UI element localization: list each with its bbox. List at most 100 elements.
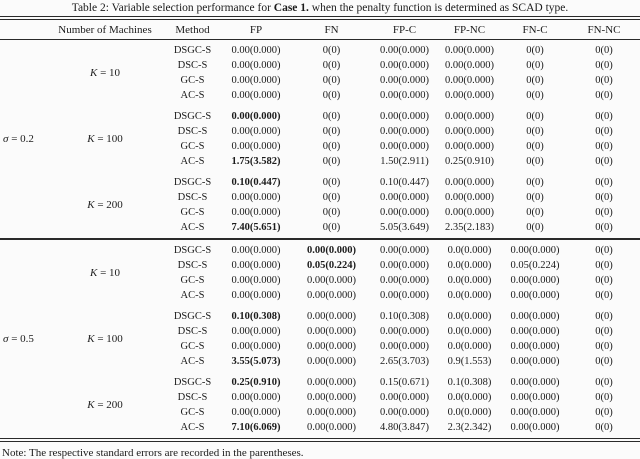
value-cell-fn-c: 0.00(0.000) bbox=[510, 310, 560, 322]
table-row: AC-S 1.75(3.582) 0(0) 1.50(2.911) 0.25(0.910… bbox=[0, 154, 640, 169]
value-cell-fn-nc: 0(0) bbox=[595, 406, 613, 418]
value-cell-fp-nc: 0.00(0.000) bbox=[445, 207, 494, 219]
method-cell: GC-S bbox=[180, 340, 205, 352]
value-cell-fp-c: 1.50(2.911) bbox=[380, 156, 429, 168]
sigma-spacer bbox=[0, 324, 46, 339]
value-cell-fn-c: 0(0) bbox=[526, 90, 544, 102]
value-cell-fn-nc: 0(0) bbox=[595, 192, 613, 204]
table-row: AC-S 7.40(5.651) 0(0) 5.05(3.649) 2.35(2.183… bbox=[0, 220, 640, 235]
value-cell-fn-nc: 0(0) bbox=[595, 244, 613, 256]
machine-block: K = 200 DSGC-S 0.25(0.910) 0.00(0.000) 0.15(… bbox=[0, 375, 640, 435]
table-row: GC-S 0.00(0.000) 0(0) 0.00(0.000) 0.00(0.000… bbox=[0, 73, 640, 88]
sigma-spacer bbox=[0, 309, 46, 324]
sigma-spacer bbox=[0, 420, 46, 435]
value-cell-fn: 0(0) bbox=[322, 75, 341, 87]
value-cell-fn: 0.00(0.000) bbox=[307, 325, 356, 337]
value-cell-fn-c: 0.00(0.000) bbox=[510, 421, 560, 433]
value-cell-fn-nc: 0(0) bbox=[595, 310, 613, 322]
value-cell-fp: 0.10(0.447) bbox=[231, 177, 281, 189]
value-cell-fp: 0.00(0.000) bbox=[231, 406, 281, 418]
value-cell-fn-nc: 0(0) bbox=[595, 60, 613, 72]
value-cell-fn-c: 0(0) bbox=[526, 75, 544, 87]
value-cell-fp-nc: 0.0(0.000) bbox=[447, 406, 492, 418]
value-cell-fp-c: 0.00(0.000) bbox=[380, 325, 429, 337]
table-row: GC-S 0.00(0.000) 0.00(0.000) 0.00(0.000) 0.0… bbox=[0, 339, 640, 354]
value-cell-fn: 0(0) bbox=[322, 207, 341, 219]
value-cell-fn-c: 0.00(0.000) bbox=[510, 406, 560, 418]
table-top-rule bbox=[0, 16, 640, 20]
value-cell-fp-c: 0.00(0.000) bbox=[380, 406, 429, 418]
table-bottom-rule bbox=[0, 437, 640, 442]
value-cell-fp: 0.00(0.000) bbox=[231, 90, 281, 102]
k-spacer bbox=[46, 309, 164, 324]
value-cell-fn: 0(0) bbox=[322, 111, 341, 123]
value-cell-fp: 1.75(3.582) bbox=[231, 156, 281, 168]
table-row: DSC-S 0.00(0.000) 0(0) 0.00(0.000) 0.00(0.00… bbox=[0, 58, 640, 73]
value-cell-fn-nc: 0(0) bbox=[595, 355, 613, 367]
table-row: AC-S 0.00(0.000) 0(0) 0.00(0.000) 0.00(0.000… bbox=[0, 88, 640, 103]
table-row: GC-S 0.00(0.000) 0(0) 0.00(0.000) 0.00(0.000… bbox=[0, 205, 640, 220]
value-cell-fn: 0(0) bbox=[322, 177, 341, 189]
value-cell-fn-nc: 0(0) bbox=[595, 90, 613, 102]
value-cell-fp-c: 0.00(0.000) bbox=[380, 126, 429, 138]
sigma-spacer bbox=[0, 375, 46, 390]
k-label: K = 100 bbox=[87, 133, 123, 146]
method-cell: AC-S bbox=[180, 156, 205, 168]
value-cell-fp-nc: 0.0(0.000) bbox=[447, 244, 492, 256]
value-cell-fn-c: 0(0) bbox=[526, 192, 544, 204]
value-cell-fp-nc: 0.0(0.000) bbox=[447, 289, 492, 301]
value-cell-fp: 0.00(0.000) bbox=[231, 340, 281, 352]
value-cell-fp: 0.00(0.000) bbox=[231, 111, 281, 123]
value-cell-fp-nc: 0.00(0.000) bbox=[445, 126, 494, 138]
method-cell: DSGC-S bbox=[173, 45, 212, 57]
value-cell-fp: 0.00(0.000) bbox=[231, 45, 281, 57]
sigma-spacer bbox=[0, 390, 46, 405]
value-cell-fp: 0.10(0.308) bbox=[231, 310, 281, 322]
value-cell-fp-c: 0.15(0.671) bbox=[380, 376, 429, 388]
value-cell-fn-nc: 0(0) bbox=[595, 141, 613, 153]
method-cell: DSC-S bbox=[177, 325, 208, 337]
k-spacer bbox=[46, 288, 164, 303]
value-cell-fp: 0.00(0.000) bbox=[231, 391, 281, 403]
value-cell-fn: 0(0) bbox=[322, 192, 341, 204]
value-cell-fn: 0.00(0.000) bbox=[307, 289, 356, 301]
value-cell-fn: 0(0) bbox=[322, 141, 341, 153]
table-row: GC-S 0.00(0.000) 0.00(0.000) 0.00(0.000) 0.0… bbox=[0, 273, 640, 288]
method-cell: DSC-S bbox=[177, 126, 208, 138]
k-spacer bbox=[46, 88, 164, 103]
value-cell-fp: 0.00(0.000) bbox=[231, 60, 281, 72]
value-cell-fn-c: 0(0) bbox=[526, 177, 544, 189]
sigma-spacer bbox=[0, 258, 46, 273]
sigma-spacer bbox=[0, 139, 46, 154]
value-cell-fp: 7.40(5.651) bbox=[231, 222, 281, 234]
header-fp-c: FP-C bbox=[392, 23, 417, 36]
math-symbol: K bbox=[87, 332, 95, 345]
table-row: DSC-S 0.00(0.000) 0.00(0.000) 0.00(0.000) 0.… bbox=[0, 324, 640, 339]
value-cell-fn: 0.05(0.224) bbox=[307, 259, 356, 271]
machine-block: K = 100 DSGC-S 0.00(0.000) 0(0) 0.00(0.000) 0… bbox=[0, 109, 640, 169]
value-cell-fn: 0.00(0.000) bbox=[307, 340, 356, 352]
k-spacer bbox=[46, 243, 164, 258]
method-cell: DSGC-S bbox=[173, 244, 212, 256]
sigma-spacer bbox=[0, 288, 46, 303]
value-cell-fp-nc: 0.0(0.000) bbox=[447, 274, 492, 286]
value-cell-fp-nc: 0.1(0.308) bbox=[447, 376, 492, 388]
table-row: AC-S 3.55(5.073) 0.00(0.000) 2.65(3.703) 0.9… bbox=[0, 354, 640, 369]
value-cell-fp: 0.00(0.000) bbox=[231, 75, 281, 87]
value-cell-fp: 0.00(0.000) bbox=[231, 325, 281, 337]
math-symbol: σ bbox=[3, 133, 9, 146]
section-sigma-0.5: σ = 0.5 K = 10 DSGC-S 0.00(0.000) 0.00(0.000… bbox=[0, 240, 640, 438]
k-label: K = 200 bbox=[87, 398, 123, 411]
value-cell-fp: 0.00(0.000) bbox=[231, 289, 281, 301]
value-cell-fp-nc: 0.9(1.553) bbox=[447, 355, 492, 367]
header-fn-nc: FN-NC bbox=[587, 23, 621, 36]
method-cell: DSC-S bbox=[177, 60, 208, 72]
section-divider-rule bbox=[0, 238, 640, 240]
value-cell-fp-c: 0.00(0.000) bbox=[380, 192, 429, 204]
value-cell-fp-nc: 0.25(0.910) bbox=[445, 156, 494, 168]
k-label: K = 100 bbox=[87, 332, 123, 345]
k-spacer bbox=[46, 109, 164, 124]
value-cell-fp: 0.00(0.000) bbox=[231, 126, 281, 138]
value-cell-fn-c: 0.00(0.000) bbox=[510, 391, 560, 403]
value-cell-fp-nc: 0.00(0.000) bbox=[445, 90, 494, 102]
